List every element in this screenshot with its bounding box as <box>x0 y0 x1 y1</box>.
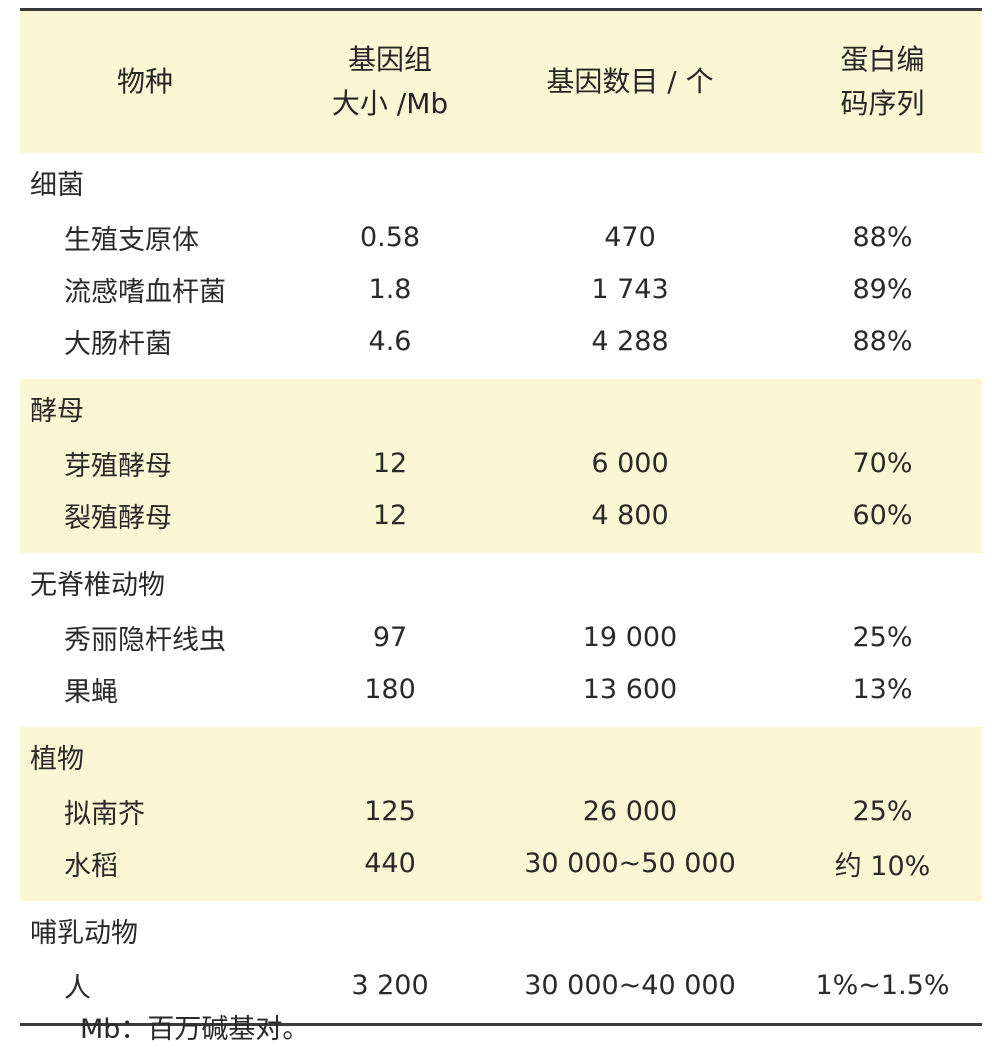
cell-genome-size: 125 <box>364 795 416 827</box>
cell-protein-coding: 25% <box>852 621 913 653</box>
group-bacteria: 细菌 生殖支原体 0.58 470 88% 流感嗜血杆菌 1.8 1 743 8… <box>20 153 982 379</box>
table-top-rule <box>20 8 982 11</box>
table-row: 生殖支原体 0.58 470 88% <box>20 211 982 263</box>
cell-genome-size: 3 200 <box>351 969 429 1001</box>
group-title: 酵母 <box>30 395 84 427</box>
group-mammals: 哺乳动物 人 3 200 30 000~40 000 1%~1.5% <box>20 901 982 1023</box>
cell-protein-coding: 88% <box>852 221 913 253</box>
table-bottom-rule <box>20 1023 982 1026</box>
cell-genome-size: 12 <box>372 447 408 479</box>
cell-protein-coding: 13% <box>852 673 913 705</box>
cell-protein-coding: 1%~1.5% <box>815 969 950 1001</box>
cell-gene-count: 4 800 <box>591 499 669 531</box>
cell-species: 人 <box>64 972 91 1004</box>
cell-gene-count: 26 000 <box>582 795 678 827</box>
table-row: 流感嗜血杆菌 1.8 1 743 89% <box>20 263 982 315</box>
cell-protein-coding: 88% <box>852 325 913 357</box>
cell-gene-count: 4 288 <box>591 325 669 357</box>
table-row: 裂殖酵母 12 4 800 60% <box>20 489 982 541</box>
cell-species: 果蝇 <box>64 676 118 708</box>
group-plants: 植物 拟南芥 125 26 000 25% 水稻 440 30 000~50 0… <box>20 727 982 901</box>
cell-species: 芽殖酵母 <box>64 450 172 482</box>
footnote: Mb：百万碱基对。 <box>80 1014 310 1045</box>
cell-genome-size: 97 <box>372 621 408 653</box>
cell-protein-coding: 25% <box>852 795 913 827</box>
header-genome-size-line1: 基因组 <box>347 43 432 76</box>
table-row: 水稻 440 30 000~50 000 约 10% <box>20 837 982 889</box>
cell-species: 生殖支原体 <box>64 224 199 256</box>
table-row: 芽殖酵母 12 6 000 70% <box>20 437 982 489</box>
cell-genome-size: 180 <box>364 673 416 705</box>
header-protein-coding: 蛋白编 码序列 <box>790 11 975 153</box>
cell-species: 流感嗜血杆菌 <box>64 276 226 308</box>
cell-protein-coding: 60% <box>852 499 913 531</box>
cell-genome-size: 12 <box>372 499 408 531</box>
genome-table: 物种 基因组 大小 /Mb 基因数目 / 个 蛋白编 码序列 细菌 生殖支原体 … <box>20 8 982 1026</box>
cell-gene-count: 1 743 <box>591 273 669 305</box>
cell-protein-coding: 89% <box>852 273 913 305</box>
table-row: 人 3 200 30 000~40 000 1%~1.5% <box>20 959 982 1011</box>
header-genome-size: 基因组 大小 /Mb <box>310 11 470 153</box>
cell-species: 大肠杆菌 <box>64 328 172 360</box>
table-row: 秀丽隐杆线虫 97 19 000 25% <box>20 611 982 663</box>
cell-gene-count: 13 600 <box>582 673 678 705</box>
cell-gene-count: 30 000~50 000 <box>524 847 736 879</box>
table-row: 拟南芥 125 26 000 25% <box>20 785 982 837</box>
cell-species: 水稻 <box>64 850 118 882</box>
group-title: 细菌 <box>30 169 84 201</box>
cell-species: 裂殖酵母 <box>64 502 172 534</box>
group-title: 无脊椎动物 <box>30 569 165 601</box>
cell-gene-count: 6 000 <box>591 447 669 479</box>
group-yeast: 酵母 芽殖酵母 12 6 000 70% 裂殖酵母 12 4 800 60% <box>20 379 982 553</box>
header-protein-coding-line2: 码序列 <box>840 87 925 120</box>
header-protein-coding-line1: 蛋白编 <box>840 43 925 76</box>
cell-species: 拟南芥 <box>64 798 145 830</box>
header-genome-size-line2: 大小 /Mb <box>331 87 449 120</box>
cell-genome-size: 4.6 <box>368 325 412 357</box>
cell-genome-size: 1.8 <box>368 273 412 305</box>
cell-gene-count: 470 <box>604 221 656 253</box>
table-row: 果蝇 180 13 600 13% <box>20 663 982 715</box>
cell-gene-count: 30 000~40 000 <box>524 969 736 1001</box>
cell-genome-size: 0.58 <box>359 221 421 253</box>
header-gene-count: 基因数目 / 个 <box>546 65 714 98</box>
group-title: 哺乳动物 <box>30 917 138 949</box>
table-row: 大肠杆菌 4.6 4 288 88% <box>20 315 982 367</box>
cell-genome-size: 440 <box>364 847 416 879</box>
cell-protein-coding: 约 10% <box>834 850 931 882</box>
table-header: 物种 基因组 大小 /Mb 基因数目 / 个 蛋白编 码序列 <box>20 11 982 153</box>
cell-species: 秀丽隐杆线虫 <box>64 624 226 656</box>
group-title: 植物 <box>30 743 84 775</box>
header-species: 物种 <box>116 65 173 98</box>
cell-protein-coding: 70% <box>852 447 913 479</box>
group-invertebrates: 无脊椎动物 秀丽隐杆线虫 97 19 000 25% 果蝇 180 13 600… <box>20 553 982 727</box>
cell-gene-count: 19 000 <box>582 621 678 653</box>
